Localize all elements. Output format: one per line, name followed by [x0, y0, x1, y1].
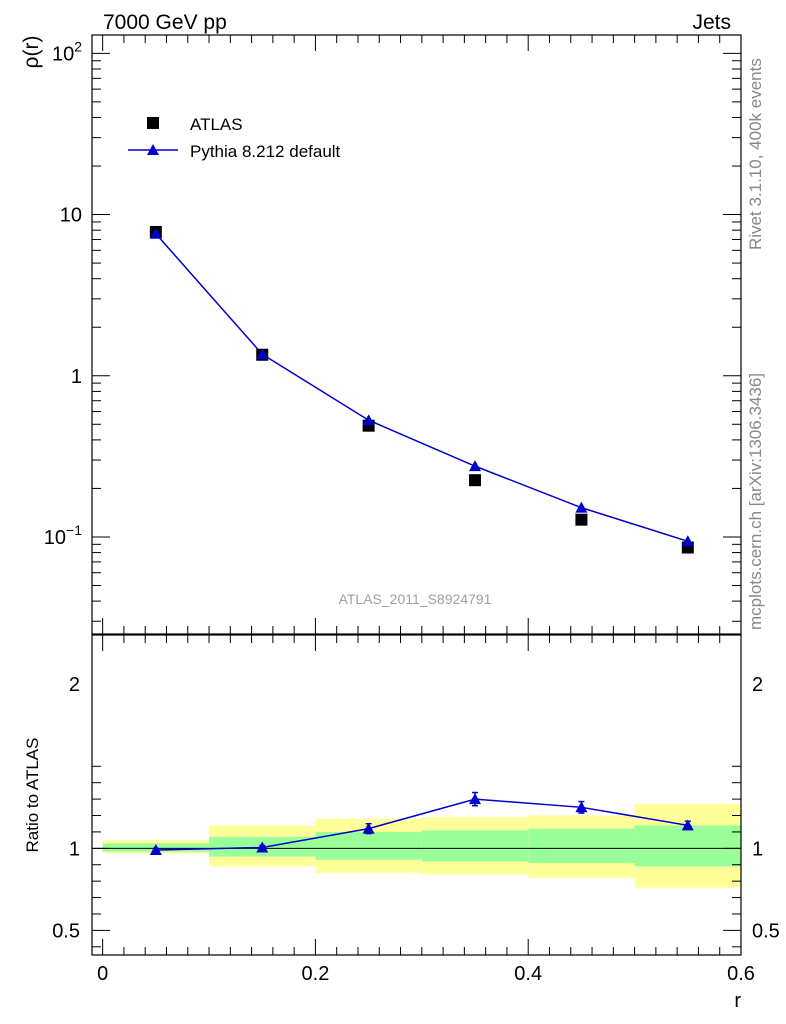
legend-data-label: ATLAS — [190, 115, 243, 134]
ratio-panel: 0 0.2 0.4 0.6 0.5 0.5 1 1 2 2 — [52, 634, 780, 985]
ratio-y-tick-label-left: 1 — [69, 838, 80, 860]
ratio-y-tick-label-right: 2 — [752, 674, 763, 696]
data-point — [575, 513, 588, 526]
y-tick-label: 102 — [52, 38, 82, 65]
legend-data-marker — [147, 117, 159, 129]
x-tick-label: 0 — [97, 963, 108, 985]
mc-point — [469, 460, 482, 472]
ratio-band-inner — [528, 828, 635, 864]
mc-line — [155, 233, 689, 542]
mc-point — [575, 501, 588, 513]
mc-point — [362, 414, 375, 426]
ratio-band-inner — [315, 831, 422, 860]
legend-mc-marker — [147, 144, 159, 155]
ratio-point — [256, 841, 269, 853]
mc-point — [681, 535, 694, 547]
y-tick-label: 10 — [60, 205, 82, 227]
legend: ATLAS Pythia 8.212 default — [128, 115, 341, 161]
mc-point — [256, 348, 269, 360]
header-left: 7000 GeV pp — [103, 11, 227, 34]
mcplots-label: mcplots.cern.ch [arXiv:1306.3436] — [746, 373, 765, 630]
ratio-frame — [91, 634, 742, 956]
header-right: Jets — [692, 11, 731, 34]
ratio-y-tick-label-right: 0.5 — [752, 920, 780, 942]
ratio-y-tick-label-right: 1 — [752, 838, 763, 860]
ratio-y-tick-label-left: 2 — [69, 674, 80, 696]
ratio-xlabel: r — [734, 990, 741, 1012]
main-ylabel: ρ(r) — [20, 36, 43, 69]
main-panel: 10−1 1 10 102 — [44, 34, 742, 635]
analysis-watermark: ATLAS_2011_S8924791 — [339, 591, 492, 607]
ratio-point — [469, 793, 482, 805]
y-tick-label: 1 — [71, 366, 82, 388]
data-point — [469, 474, 482, 487]
x-tick-label: 0.4 — [514, 963, 542, 985]
x-tick-label: 0.2 — [302, 963, 330, 985]
ratio-point — [149, 843, 162, 855]
mc-point — [149, 227, 162, 239]
ratio-line — [155, 798, 688, 851]
ratio-point — [575, 801, 588, 813]
ratio-band-inner — [634, 825, 741, 867]
main-frame — [91, 34, 742, 635]
ratio-point — [362, 822, 375, 834]
rivet-label: Rivet 3.1.10, 400k events — [746, 58, 765, 250]
ratio-point — [681, 819, 694, 831]
ratio-band-inner — [421, 830, 529, 862]
ratio-ylabel: Ratio to ATLAS — [23, 738, 42, 853]
legend-mc-label: Pythia 8.212 default — [190, 142, 341, 161]
ratio-y-tick-label-left: 0.5 — [52, 920, 80, 942]
y-tick-label: 10−1 — [44, 522, 82, 549]
x-tick-label: 0.6 — [727, 963, 755, 985]
